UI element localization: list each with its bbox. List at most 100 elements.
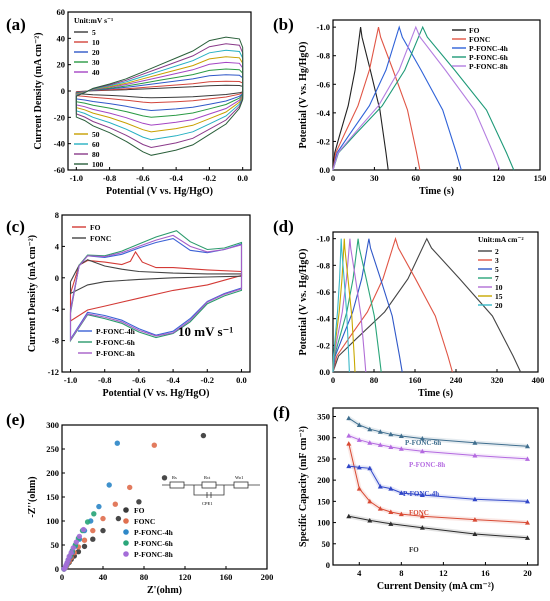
plot-frame [332, 19, 541, 171]
legend-label: 5 [495, 265, 499, 274]
data-point [472, 517, 478, 522]
y-tick-label: -12 [48, 367, 59, 377]
data-point [367, 426, 373, 432]
x-tick-label: 0.0 [236, 375, 247, 385]
data-point [73, 539, 80, 545]
data-point [367, 465, 373, 471]
data-point [524, 456, 530, 461]
data-point [356, 486, 362, 491]
y-tick-label: -0.8 [317, 51, 330, 61]
x-tick-label: -0.8 [103, 173, 116, 183]
data-point [419, 492, 425, 497]
series-line [332, 25, 501, 171]
x-axis-title: Current Density (mA cm⁻²) [377, 581, 494, 592]
panel-1: -1.0 -0.8 -0.6 -0.4 -0.2 0.0 -60 -40 -20 0 20 40 60 P… [6, 7, 252, 197]
y-tick-label: -0.6 [317, 79, 330, 89]
circuit-label: Rct [204, 475, 211, 480]
resistor-rs [169, 481, 185, 489]
data-point [115, 515, 122, 522]
data-point [76, 533, 83, 540]
legend-marker [123, 507, 129, 513]
legend-label: FO [469, 26, 480, 35]
data-point [398, 490, 404, 495]
data-point [356, 437, 362, 442]
x-tick-label: -0.6 [136, 173, 149, 183]
y-tick-label: 20 [57, 60, 66, 70]
x-tick-label: -1.0 [64, 375, 77, 385]
series-line [332, 26, 421, 171]
x-axis-title: Potential (V vs. Hg/HgO) [106, 186, 213, 197]
data-point [419, 436, 425, 441]
legend-label: FONC [469, 35, 490, 44]
circuit-label: Wo1 [235, 475, 243, 480]
y-tick-label: 200 [317, 475, 330, 485]
y-tick-label: -4 [52, 304, 60, 314]
x-tick-label: 4 [357, 568, 362, 578]
warburg-element [233, 481, 249, 489]
y-tick-label: 50 [51, 540, 60, 550]
y-tick-label: 200 [46, 468, 59, 478]
legend-label: P-FONC-4h [96, 327, 136, 336]
panel-2: 0 30 60 90 120 150 0.0 -0.2 -0.4 -0.6 -0.8 -1.0 Time… [273, 15, 546, 197]
x-tick-label: 400 [532, 375, 545, 385]
legend-label: 30 [92, 58, 100, 67]
data-point [419, 448, 425, 454]
series-line [332, 238, 367, 373]
series-line [75, 74, 244, 112]
x-axis-title: Z'(ohm) [147, 585, 182, 596]
series-line [75, 84, 244, 99]
y-tick-label: 50 [322, 539, 331, 549]
data-point [419, 525, 425, 530]
data-point [367, 517, 373, 523]
y-tick-label: 300 [317, 433, 330, 443]
series-line [332, 25, 462, 171]
resistor-rct [201, 481, 217, 489]
data-point [388, 486, 394, 491]
panel-label: (d) [273, 217, 294, 236]
data-point [90, 536, 96, 542]
series-label: FONC [409, 509, 429, 517]
x-tick-label: -0.2 [201, 375, 214, 385]
data-point [377, 484, 383, 489]
y-tick-label: -20 [54, 112, 65, 122]
y-tick-label: 100 [317, 518, 330, 528]
x-tick-label: 320 [491, 375, 504, 385]
y-tick-label: 100 [46, 516, 59, 526]
series-label: P-FONC-6h [405, 439, 441, 447]
y-tick-label: -0.8 [317, 260, 330, 270]
plot-frame [332, 231, 539, 373]
y-tick-label: 250 [46, 444, 59, 454]
series-line [75, 49, 244, 141]
y-tick-label: -0.4 [317, 108, 331, 118]
x-tick-label: 80 [370, 375, 379, 385]
data-point [84, 519, 91, 525]
legend-label: 15 [495, 292, 503, 301]
data-point [356, 422, 362, 427]
x-tick-label: 240 [450, 375, 463, 385]
series-line [332, 236, 453, 373]
y-axis-title: Current Density (mA cm⁻²) [33, 32, 44, 149]
legend-label: 5 [92, 28, 96, 37]
data-point [81, 537, 88, 543]
y-axis-title: Potential (V vs. Hg/HgO) [298, 41, 309, 148]
x-axis-title: Time (s) [419, 186, 454, 197]
x-tick-label: 150 [534, 173, 547, 183]
y-tick-label: -0.4 [317, 314, 331, 324]
legend-label: P-FONC-8h [469, 62, 509, 71]
data-point [388, 431, 394, 437]
y-tick-label: -0.6 [317, 287, 330, 297]
circuit-label: Rs [172, 475, 177, 480]
y-tick-label: 0 [326, 560, 330, 570]
data-point [151, 442, 157, 448]
legend-marker [123, 518, 129, 524]
legend-label: 20 [495, 301, 503, 310]
equivalent-circuit-inset: Rs Rct CPE1 Wo1 [162, 475, 260, 506]
data-point [70, 545, 77, 551]
y-tick-label: 8 [55, 210, 59, 220]
panel-label: (f) [273, 403, 290, 422]
panel-label: (e) [6, 410, 25, 429]
series-line [75, 56, 244, 133]
series-line [75, 80, 244, 104]
data-point [127, 484, 133, 491]
